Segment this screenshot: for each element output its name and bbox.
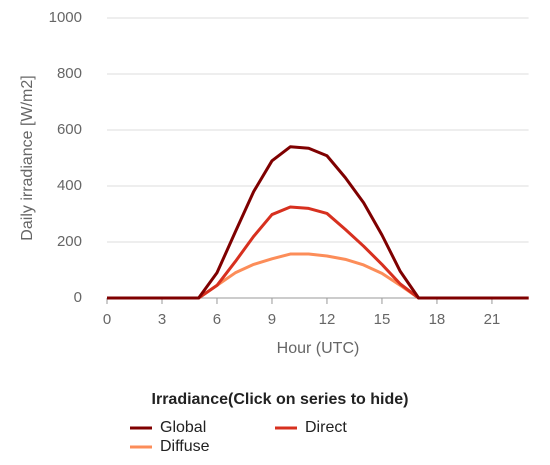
x-tick-label: 6 — [213, 311, 221, 328]
x-tick-label: 18 — [429, 311, 446, 328]
y-tick-label: 600 — [57, 121, 82, 138]
y-tick-label: 200 — [57, 233, 82, 250]
series-line — [107, 252, 529, 300]
x-axis-label: Hour (UTC) — [277, 340, 360, 357]
y-axis-label: Daily irradiance [W/m2] — [19, 75, 36, 240]
legend-label[interactable]: Global — [160, 419, 206, 436]
y-tick-label: 1000 — [49, 9, 82, 26]
x-tick-label: 3 — [158, 311, 166, 328]
series-line — [107, 145, 529, 300]
x-tick-label: 0 — [103, 311, 111, 328]
x-tick-label: 21 — [484, 311, 501, 328]
x-tick-label: 15 — [374, 311, 391, 328]
y-tick-label: 800 — [57, 65, 82, 82]
series-line — [107, 205, 529, 300]
x-tick-label: 9 — [268, 311, 276, 328]
y-tick-label: 0 — [74, 289, 82, 306]
legend-title: Irradiance(Click on series to hide) — [152, 391, 409, 408]
legend-label[interactable]: Direct — [305, 419, 347, 436]
x-tick-label: 12 — [319, 311, 336, 328]
legend-label[interactable]: Diffuse — [160, 438, 210, 455]
y-tick-label: 400 — [57, 177, 82, 194]
